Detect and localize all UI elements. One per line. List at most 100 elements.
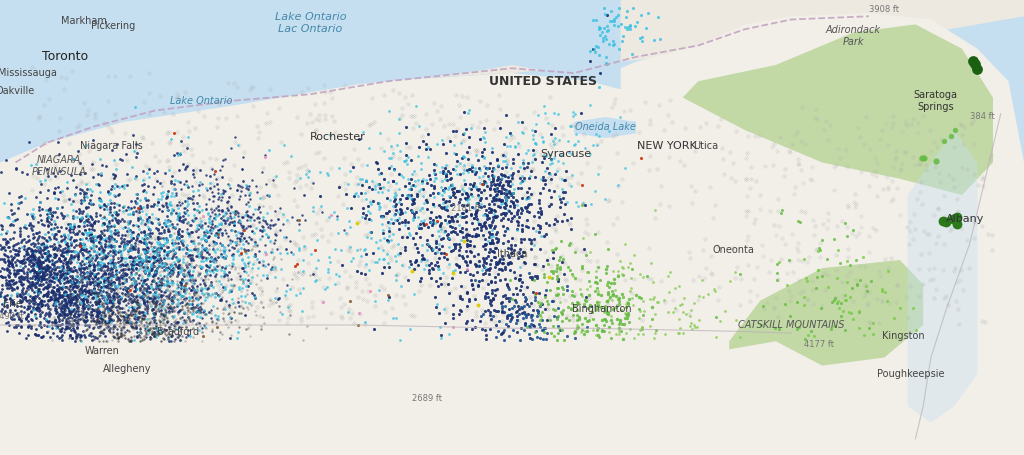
Point (614, 293, 631, 300)
Point (905, 304, 922, 312)
Point (48, 299, 65, 306)
Point (599, 311, 615, 318)
Point (420, 214, 436, 222)
Point (153, 241, 169, 248)
Point (257, 241, 273, 248)
Point (737, 155, 754, 162)
Point (441, 121, 458, 128)
Point (130, 244, 146, 252)
Point (620, 300, 636, 308)
Point (466, 243, 482, 250)
Point (483, 278, 500, 285)
Point (543, 171, 559, 178)
Point (51, 317, 68, 324)
Point (452, 241, 468, 248)
Point (88, 262, 104, 269)
Point (185, 289, 202, 296)
Point (389, 209, 406, 216)
Point (189, 244, 206, 251)
Point (820, 217, 837, 224)
Point (590, 287, 606, 294)
Point (28, 273, 44, 280)
Point (73, 264, 89, 272)
Point (140, 294, 157, 302)
Point (141, 217, 158, 224)
Point (30, 287, 46, 294)
Point (30, 254, 46, 262)
Point (371, 199, 387, 207)
Point (449, 187, 465, 195)
Point (446, 267, 463, 274)
Point (111, 275, 127, 282)
Point (229, 187, 246, 194)
Point (138, 202, 155, 210)
Point (127, 246, 143, 253)
Point (195, 300, 211, 307)
Point (342, 272, 358, 279)
Point (25, 293, 41, 301)
Point (163, 304, 179, 312)
Point (526, 328, 543, 335)
Point (226, 265, 243, 273)
Point (87, 256, 103, 263)
Point (426, 170, 442, 177)
Point (2, 281, 18, 288)
Point (190, 253, 207, 260)
Point (51, 289, 68, 296)
Point (573, 320, 590, 327)
Point (43, 226, 59, 233)
Point (287, 272, 303, 279)
Point (247, 243, 263, 250)
Point (80, 253, 96, 260)
Point (159, 303, 175, 311)
Point (34, 275, 50, 282)
Point (443, 181, 460, 188)
Point (15, 270, 32, 277)
Point (695, 293, 712, 300)
Point (249, 303, 265, 311)
Point (134, 259, 151, 266)
Point (517, 196, 534, 203)
Point (185, 217, 202, 224)
Point (614, 176, 631, 183)
Point (791, 247, 807, 254)
Point (170, 310, 186, 317)
Point (19, 324, 36, 331)
Point (109, 329, 125, 336)
Point (570, 313, 587, 320)
Point (810, 266, 826, 273)
Point (554, 258, 570, 265)
Point (113, 272, 129, 279)
Point (530, 208, 547, 216)
Point (78, 271, 94, 278)
Point (229, 212, 246, 219)
Point (39, 322, 55, 329)
Point (426, 166, 442, 173)
Point (150, 225, 166, 233)
Point (402, 194, 419, 201)
Point (29, 272, 45, 279)
Point (89, 313, 105, 320)
Point (56, 267, 73, 274)
Point (548, 220, 564, 227)
Point (505, 159, 521, 166)
Point (737, 175, 754, 182)
Point (259, 271, 275, 278)
Point (20, 290, 37, 298)
Point (404, 216, 421, 223)
Point (194, 324, 210, 332)
Point (410, 248, 426, 255)
Point (114, 156, 130, 163)
Point (122, 246, 138, 253)
Point (132, 337, 148, 344)
Point (47, 274, 63, 282)
Point (217, 270, 233, 278)
Point (4, 298, 20, 306)
Point (617, 14, 634, 21)
Point (605, 268, 622, 275)
Point (62, 277, 79, 284)
Point (74, 213, 90, 220)
Point (241, 188, 257, 195)
Point (173, 295, 189, 303)
Point (112, 315, 128, 323)
